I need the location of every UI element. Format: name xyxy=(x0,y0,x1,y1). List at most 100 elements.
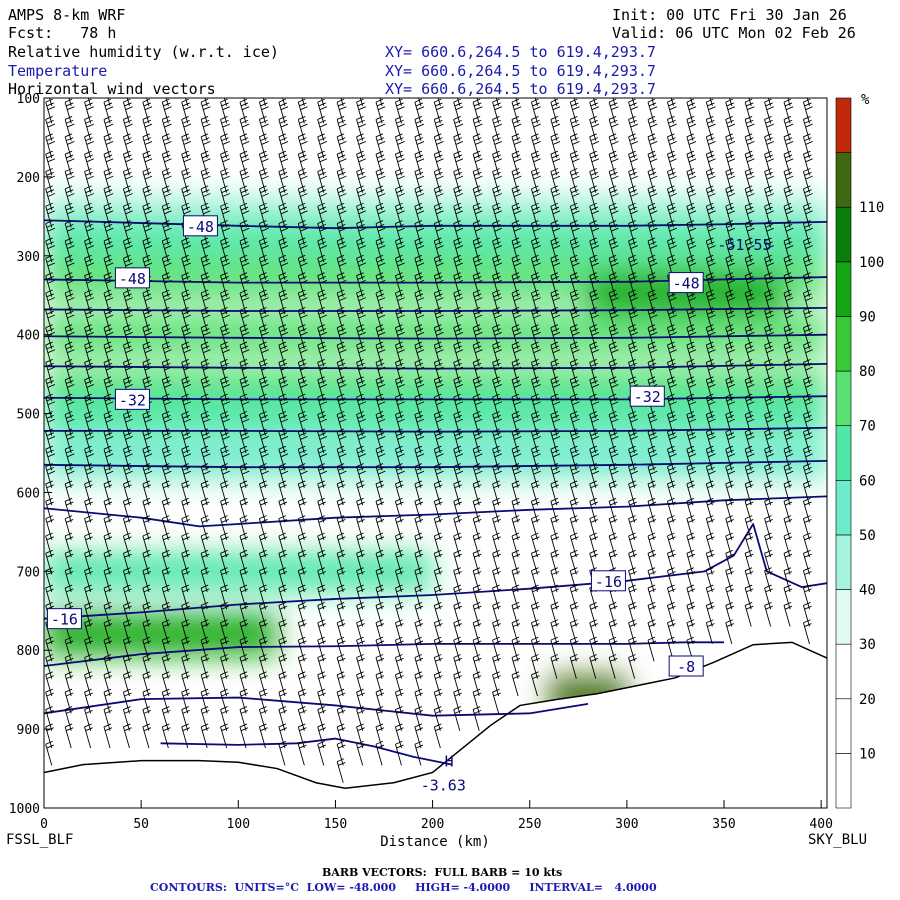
barb-flag xyxy=(143,102,152,107)
barb-flag xyxy=(125,297,133,302)
barb-flag xyxy=(182,432,190,437)
barb-flag xyxy=(356,116,364,120)
barb-flag xyxy=(629,362,637,367)
barb-flag xyxy=(220,220,228,225)
barb-flag xyxy=(511,654,520,658)
barb-flag xyxy=(278,706,287,710)
barb-flag xyxy=(375,619,384,624)
barb-flag xyxy=(103,428,112,433)
barb-flag xyxy=(492,584,500,589)
barb-flag xyxy=(589,185,597,190)
barb-flag xyxy=(200,116,209,120)
barb-flag xyxy=(278,428,287,433)
barb-flag xyxy=(221,588,229,593)
barb-flag xyxy=(706,411,714,415)
barb-flag xyxy=(181,654,189,658)
barb-flag xyxy=(67,210,75,215)
barb-flag xyxy=(376,223,385,228)
barb-flag xyxy=(378,314,386,319)
barb-flag xyxy=(46,397,54,402)
barb-flag xyxy=(492,428,500,433)
barb-shaft xyxy=(418,98,422,107)
barb-flag xyxy=(356,168,364,172)
barb-flag xyxy=(48,89,55,92)
barb-flag xyxy=(143,241,152,246)
barb-flag xyxy=(532,414,540,419)
barb-flag xyxy=(590,171,598,176)
barb-flag xyxy=(162,376,170,381)
barb-flag xyxy=(396,657,404,662)
barb-flag xyxy=(298,116,306,120)
barb-flag xyxy=(511,359,520,363)
barb-flag xyxy=(339,297,347,302)
barb-flag xyxy=(591,470,600,475)
barb-flag xyxy=(397,331,405,336)
barb-flag xyxy=(163,171,171,176)
barb-flag xyxy=(669,245,677,249)
barb-flag xyxy=(299,536,307,541)
barb-flag xyxy=(648,119,657,124)
barb-flag xyxy=(608,411,617,415)
barb-flag xyxy=(472,445,481,450)
barb-flag xyxy=(706,324,714,329)
barb-flag xyxy=(512,397,521,402)
barb-flag xyxy=(358,175,366,180)
barb-flag xyxy=(46,362,54,367)
barb-flag xyxy=(84,133,92,138)
barb-flag xyxy=(396,501,404,506)
barb-flag xyxy=(628,237,636,242)
barb-flag xyxy=(103,532,112,537)
barb-flag xyxy=(746,119,754,124)
barb-flag xyxy=(124,345,132,350)
barb-flag xyxy=(493,82,500,85)
barb-flag xyxy=(64,497,73,502)
barb-flag xyxy=(667,601,675,606)
barb-flag xyxy=(278,289,287,294)
barb-flag xyxy=(571,86,578,89)
barb-flag xyxy=(571,380,579,385)
barb-flag xyxy=(434,324,442,329)
barb-flag xyxy=(707,623,715,627)
barb-flag xyxy=(493,345,501,350)
barb-flag xyxy=(104,276,113,280)
barb-flag xyxy=(356,254,364,259)
barb-flag xyxy=(706,220,714,225)
barb-flag xyxy=(611,401,619,406)
barb-flag xyxy=(435,727,443,732)
barb-flag xyxy=(514,349,522,354)
barb-flag xyxy=(142,688,151,693)
barb-flag xyxy=(103,654,112,658)
barb-flag xyxy=(552,141,561,145)
barb-flag xyxy=(648,189,657,194)
barb-flag xyxy=(415,258,424,263)
barb-flag xyxy=(220,202,228,207)
barb-flag xyxy=(512,675,521,680)
barb-flag xyxy=(397,158,405,163)
barb-flag xyxy=(744,272,753,277)
barb-flag xyxy=(512,484,521,489)
barb-flag xyxy=(688,366,697,371)
barb-flag xyxy=(181,497,189,502)
barb-flag xyxy=(434,185,442,190)
barb-flag xyxy=(143,328,152,332)
barb-flag xyxy=(668,588,676,593)
barb-flag xyxy=(492,150,500,155)
barb-flag xyxy=(260,466,268,471)
barb-flag xyxy=(746,501,754,506)
barb-flag xyxy=(298,445,306,450)
barb-flag xyxy=(220,324,228,329)
barb-flag xyxy=(727,141,736,145)
barb-flag xyxy=(669,210,677,215)
barb-flag xyxy=(396,206,404,211)
barb-flag xyxy=(336,636,345,641)
barb-flag xyxy=(572,106,580,111)
barb-flag xyxy=(414,98,423,103)
barb-flag xyxy=(376,519,385,523)
barb-flag xyxy=(298,497,306,502)
barb-flag xyxy=(278,150,287,155)
barb-flag xyxy=(261,210,269,215)
barb-flag xyxy=(434,116,442,120)
barb-flag xyxy=(317,254,325,259)
barb-flag xyxy=(551,258,560,263)
barb-flag xyxy=(725,168,733,172)
